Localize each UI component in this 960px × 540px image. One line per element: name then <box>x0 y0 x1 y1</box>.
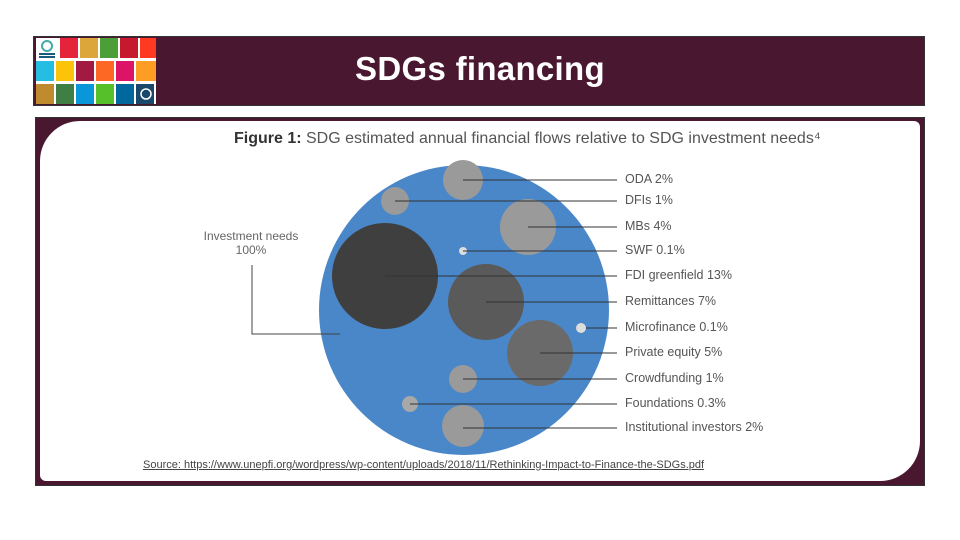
figure-title-label: Figure 1: <box>234 130 302 147</box>
investment-needs-label: Investment needs 100% <box>193 229 309 257</box>
title-bar <box>33 36 925 106</box>
flow-label-remittances: Remittances 7% <box>625 294 717 308</box>
flow-label-microfinance: Microfinance 0.1% <box>625 320 728 334</box>
flow-label-mbs: MBs 4% <box>625 219 672 233</box>
flow-label-fdi-greenfield: FDI greenfield 13% <box>625 268 733 282</box>
investment-needs-percent: 100% <box>235 243 267 257</box>
sdg-goals-logo <box>36 38 156 104</box>
flow-label-foundations: Foundations 0.3% <box>625 396 726 410</box>
flow-label-private-equity: Private equity 5% <box>625 345 723 359</box>
figure-title-text: SDG estimated annual financial flows rel… <box>301 130 821 147</box>
institutional-investors-circle <box>442 405 484 447</box>
leader-lines <box>385 179 617 429</box>
flow-label-oda: ODA 2% <box>625 172 673 186</box>
investment-leader-line <box>251 265 340 335</box>
flow-label-swf: SWF 0.1% <box>625 243 685 257</box>
sdg-goals-grid-icon <box>36 38 156 104</box>
source-link[interactable]: Source: https://www.unepfi.org/wordpress… <box>143 459 705 471</box>
flow-label-institutional-investors: Institutional investors 2% <box>625 420 764 434</box>
microfinance-circle <box>576 323 586 333</box>
investment-needs-text: Investment needs <box>203 229 299 243</box>
slide-title: SDGs financing <box>355 50 605 87</box>
figure-title: Figure 1: SDG estimated annual financial… <box>234 130 821 148</box>
flow-label-dfis: DFIs 1% <box>625 193 673 207</box>
flow-label-crowdfunding: Crowdfunding 1% <box>625 371 724 385</box>
